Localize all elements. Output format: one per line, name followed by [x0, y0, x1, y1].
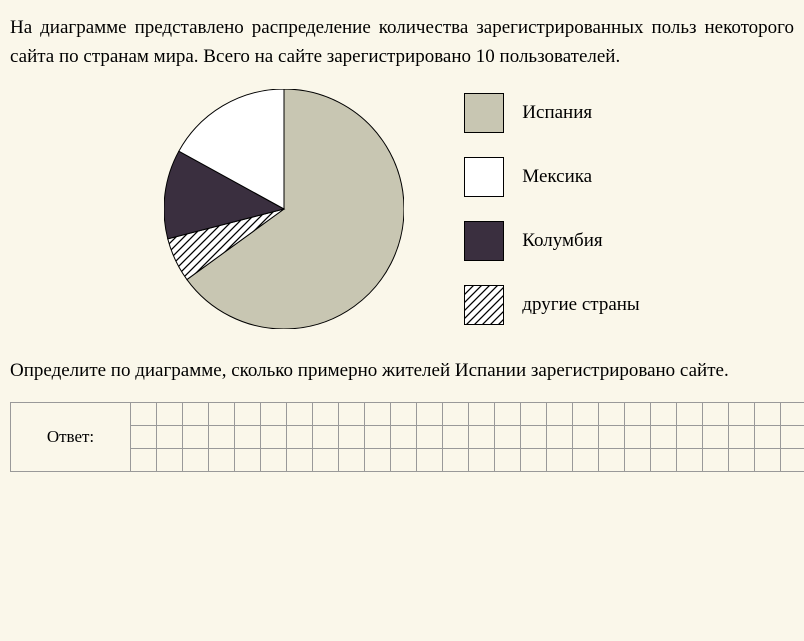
answer-cell [469, 402, 495, 425]
answer-cell [131, 448, 157, 471]
answer-cell [781, 448, 804, 471]
answer-label-cell: Ответ: [11, 402, 131, 471]
legend-item-mexico: Мексика [464, 157, 639, 197]
answer-cell [391, 448, 417, 471]
answer-cell [781, 402, 804, 425]
answer-cell [521, 425, 547, 448]
legend-swatch-colombia [464, 221, 504, 261]
answer-cell [131, 425, 157, 448]
answer-cell [573, 402, 599, 425]
answer-cell [313, 402, 339, 425]
answer-cell [339, 448, 365, 471]
answer-cell [495, 448, 521, 471]
legend-label-spain: Испания [522, 102, 592, 124]
answer-cell [547, 448, 573, 471]
answer-cell [573, 448, 599, 471]
question-paragraph: Определите по диаграмме, сколько примерн… [10, 357, 794, 386]
legend-swatch-other [464, 285, 504, 325]
answer-cell [391, 425, 417, 448]
answer-cell [729, 402, 755, 425]
answer-grid: Ответ: [10, 402, 794, 472]
answer-cell [313, 448, 339, 471]
answer-cell [651, 448, 677, 471]
answer-cell [209, 402, 235, 425]
answer-cell [729, 448, 755, 471]
legend-label-other: другие страны [522, 294, 639, 316]
answer-cell [365, 402, 391, 425]
answer-cell [755, 448, 781, 471]
answer-cell [625, 448, 651, 471]
legend-label-mexico: Мексика [522, 166, 592, 188]
answer-cell [677, 402, 703, 425]
answer-cell [443, 402, 469, 425]
chart-block: Испания Мексика Колумбия другие страны [10, 89, 794, 329]
answer-cell [261, 448, 287, 471]
answer-cell [755, 402, 781, 425]
answer-cell [469, 425, 495, 448]
answer-cell [781, 425, 804, 448]
answer-cell [183, 402, 209, 425]
legend-item-other: другие страны [464, 285, 639, 325]
answer-cell [157, 425, 183, 448]
answer-cell [157, 448, 183, 471]
answer-cell [469, 448, 495, 471]
answer-cell [599, 448, 625, 471]
answer-cell [313, 425, 339, 448]
legend-item-colombia: Колумбия [464, 221, 639, 261]
answer-cell [443, 448, 469, 471]
answer-cell [183, 448, 209, 471]
answer-cell [599, 402, 625, 425]
answer-cell [677, 425, 703, 448]
answer-cell [235, 402, 261, 425]
answer-cell [391, 402, 417, 425]
answer-cell [651, 402, 677, 425]
intro-paragraph: На диаграмме представлено распределение … [10, 14, 794, 71]
legend-item-spain: Испания [464, 93, 639, 133]
answer-cell [703, 402, 729, 425]
answer-cell [521, 402, 547, 425]
answer-cell [183, 425, 209, 448]
answer-cell [547, 402, 573, 425]
answer-cell [365, 425, 391, 448]
answer-cell [417, 402, 443, 425]
answer-cell [287, 402, 313, 425]
answer-cell [417, 425, 443, 448]
answer-cell [677, 448, 703, 471]
answer-cell [261, 402, 287, 425]
answer-cell [209, 425, 235, 448]
answer-cell [261, 425, 287, 448]
answer-cell [547, 425, 573, 448]
legend-label-colombia: Колумбия [522, 230, 602, 252]
answer-cell [729, 425, 755, 448]
answer-cell [703, 425, 729, 448]
answer-cell [365, 448, 391, 471]
answer-cell [573, 425, 599, 448]
legend-swatch-mexico [464, 157, 504, 197]
answer-cell [339, 402, 365, 425]
answer-cell [339, 425, 365, 448]
answer-cell [235, 425, 261, 448]
answer-cell [599, 425, 625, 448]
answer-cell [235, 448, 261, 471]
legend: Испания Мексика Колумбия другие страны [464, 93, 639, 325]
legend-swatch-spain [464, 93, 504, 133]
answer-cell [287, 448, 313, 471]
answer-cell [495, 402, 521, 425]
answer-cell [209, 448, 235, 471]
answer-cell [131, 402, 157, 425]
answer-cell [157, 402, 183, 425]
pie-chart [164, 89, 404, 329]
answer-cell [521, 448, 547, 471]
answer-cell [755, 425, 781, 448]
answer-cell [495, 425, 521, 448]
answer-cell [703, 448, 729, 471]
answer-cell [625, 402, 651, 425]
answer-cell [625, 425, 651, 448]
answer-cell [651, 425, 677, 448]
answer-cell [287, 425, 313, 448]
answer-cell [417, 448, 443, 471]
answer-cell [443, 425, 469, 448]
